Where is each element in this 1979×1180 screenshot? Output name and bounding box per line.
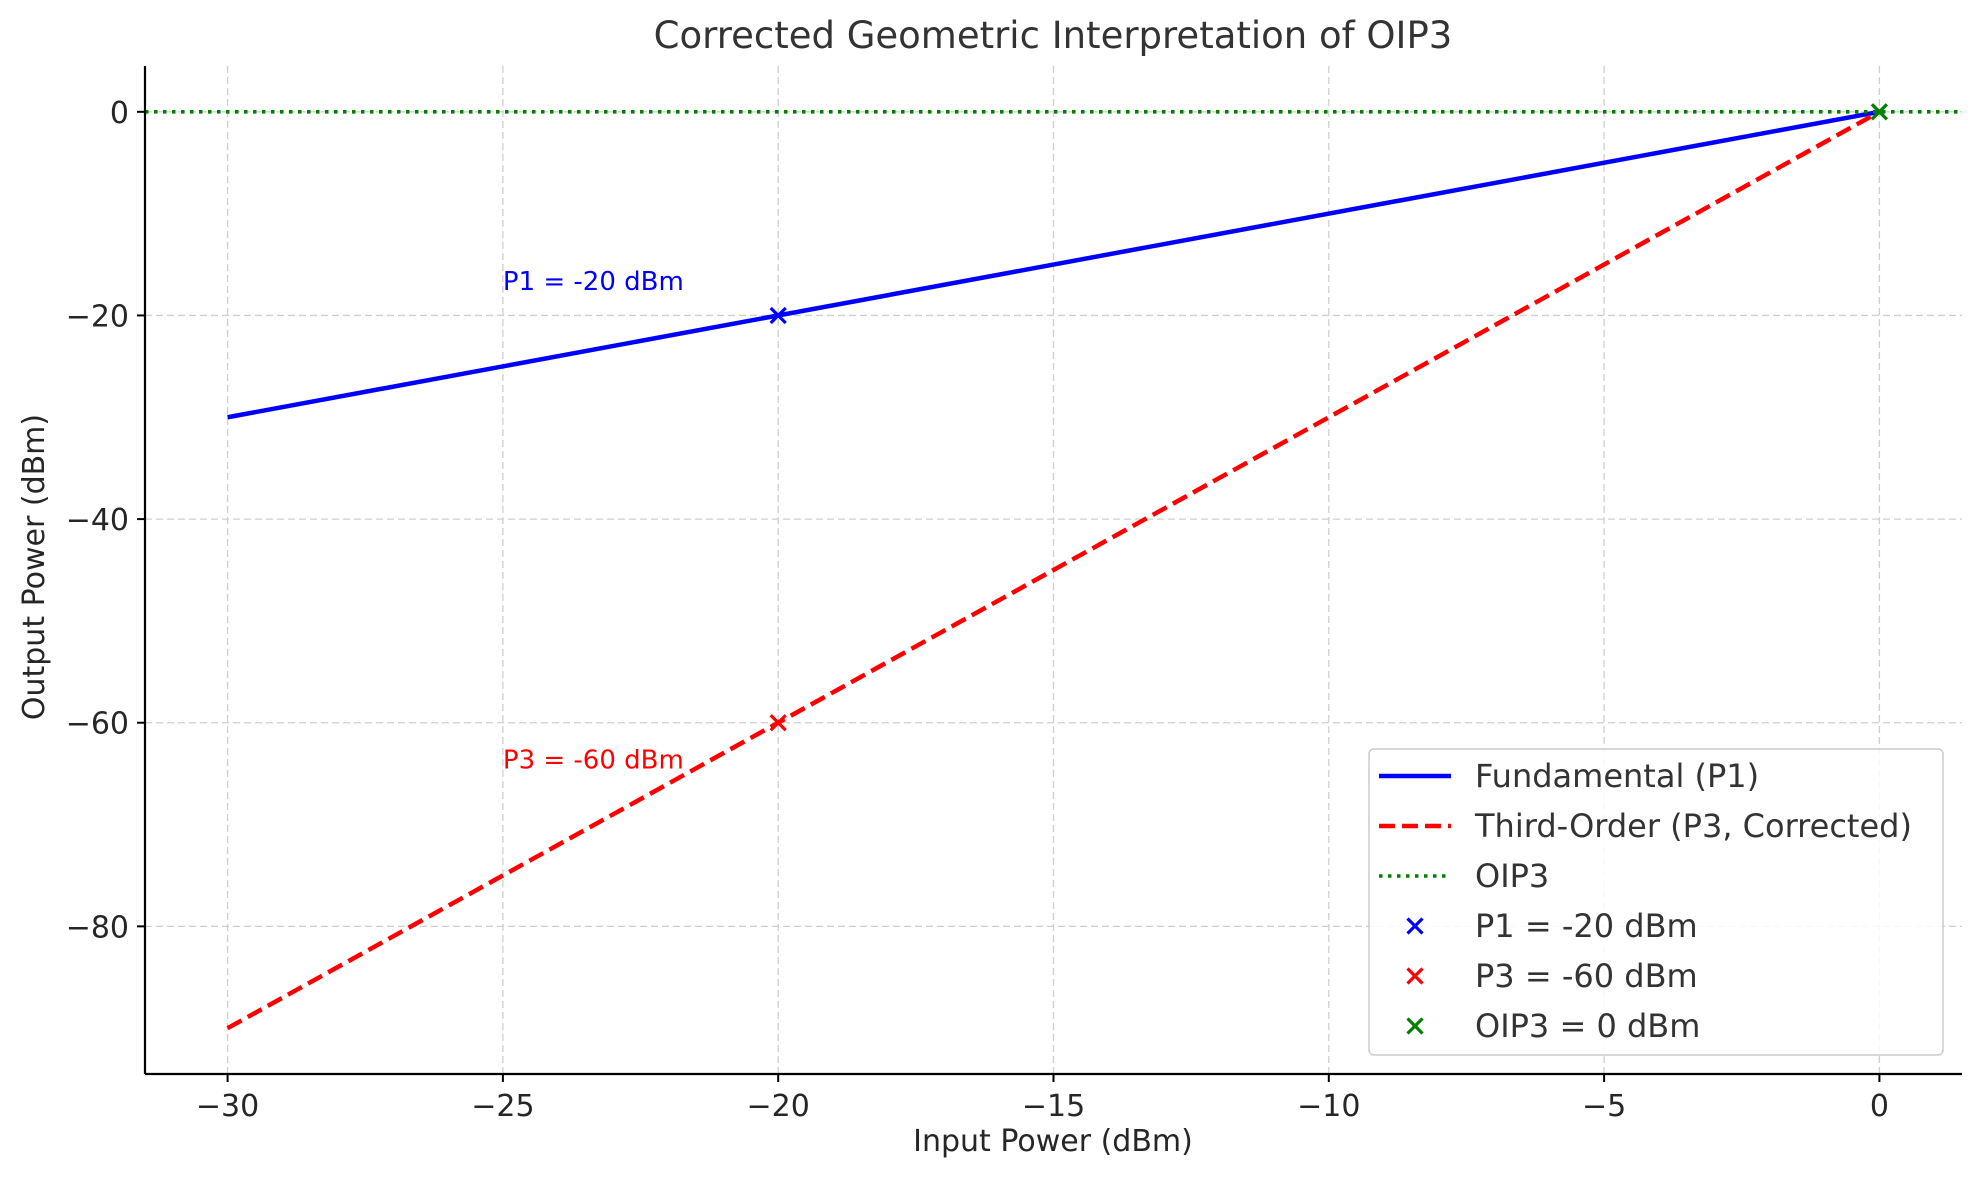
x-tick-label: −15 [1022, 1089, 1085, 1124]
legend-label: Third-Order (P3, Corrected) [1474, 807, 1912, 845]
series-layer [145, 109, 1962, 1031]
x-axis-title: Input Power (dBm) [913, 1124, 1193, 1159]
legend-frame [1368, 748, 1944, 1056]
legend-label: P1 = -20 dBm [1475, 907, 1698, 945]
legend-marker [1406, 1017, 1424, 1035]
y-tick-label: −20 [66, 299, 129, 334]
legend-entry-4: P3 = -60 dBm [1406, 957, 1698, 995]
series-line-0 [227, 109, 1880, 420]
point-marker-1 [769, 714, 787, 732]
x-tick-label: −25 [471, 1089, 534, 1124]
legend-entry-3: P1 = -20 dBm [1406, 907, 1698, 945]
series-line-1 [226, 109, 1881, 1031]
annotation-layer: P1 = -20 dBm P3 = -60 dBm [503, 267, 684, 776]
point-marker-0 [769, 306, 787, 325]
marker-layer [769, 103, 1889, 732]
legend-label: P3 = -60 dBm [1475, 957, 1698, 995]
legend-label: Fundamental (P1) [1475, 757, 1759, 795]
y-axis-title: Output Power (dBm) [17, 414, 52, 720]
x-tick-label: −10 [1297, 1089, 1360, 1124]
legend-entry-1: Third-Order (P3, Corrected) [1379, 807, 1912, 845]
legend: Fundamental (P1) Third-Order (P3, Correct… [1368, 748, 1944, 1056]
y-tick-label: −40 [66, 503, 129, 538]
chart-title: Corrected Geometric Interpretation of OI… [654, 14, 1453, 57]
annotation-1: P3 = -60 dBm [503, 746, 684, 776]
legend-label: OIP3 = 0 dBm [1475, 1007, 1700, 1045]
y-tick-label: −80 [66, 910, 129, 945]
x-tick-label: 0 [1870, 1089, 1889, 1124]
legend-entry-5: OIP3 = 0 dBm [1406, 1007, 1700, 1045]
point-marker-2 [1870, 103, 1889, 121]
x-tick-label: −5 [1582, 1089, 1626, 1124]
annotation-0: P1 = -20 dBm [503, 267, 684, 297]
y-tick-label: 0 [110, 96, 129, 131]
legend-marker [1406, 917, 1424, 935]
legend-marker [1406, 967, 1424, 985]
ticks: −30 −25 −20 −15 −10 −5 0 0 −20 −40 −60 −80 [66, 96, 1889, 1124]
legend-entry-2: OIP3 [1379, 857, 1549, 895]
x-tick-label: −30 [196, 1089, 259, 1124]
legend-label: OIP3 [1475, 857, 1549, 895]
legend-entry-0: Fundamental (P1) [1379, 757, 1759, 795]
y-tick-label: −60 [66, 707, 129, 742]
x-tick-label: −20 [747, 1089, 810, 1124]
